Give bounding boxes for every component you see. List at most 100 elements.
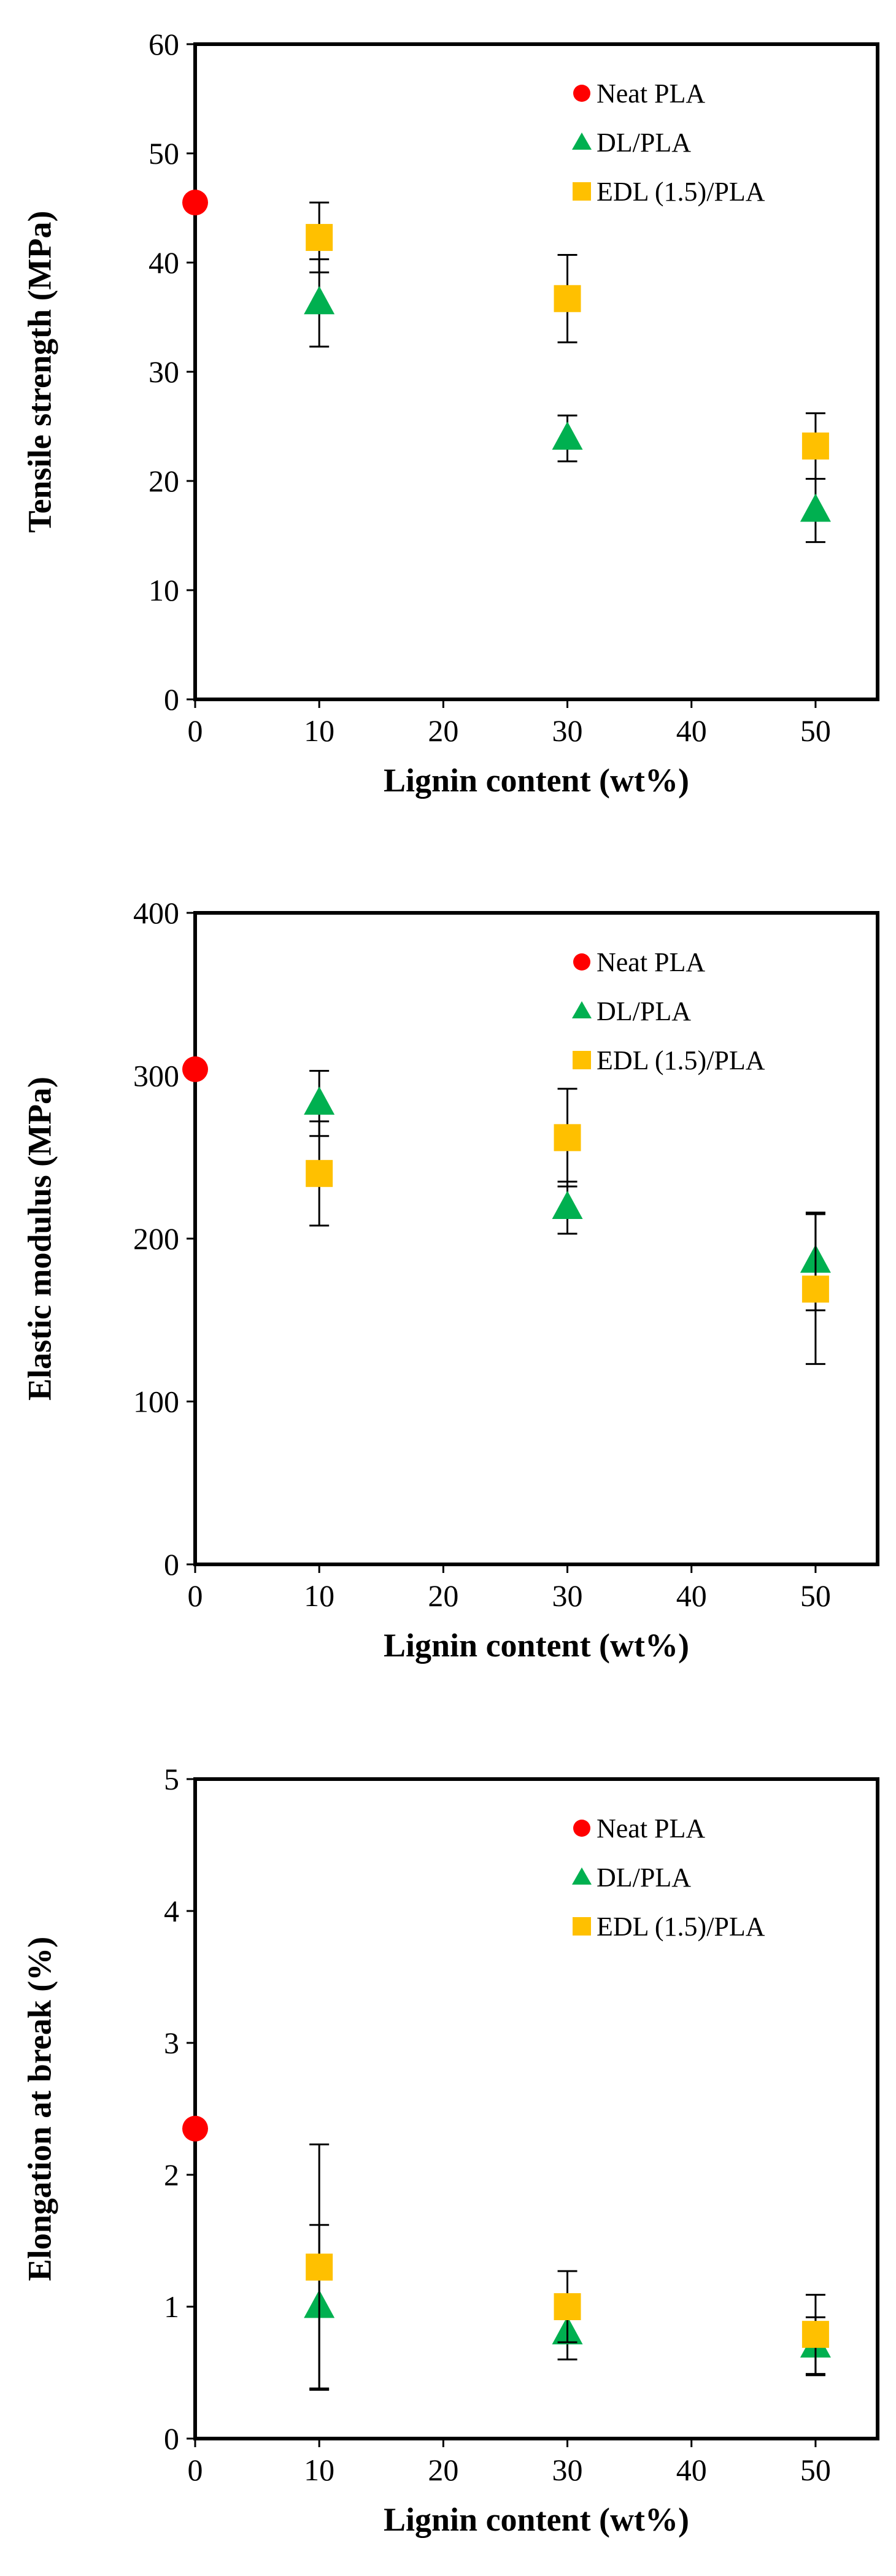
x-tick-label: 50 (800, 713, 831, 748)
plot-frame (193, 42, 879, 701)
data-point (304, 1086, 335, 1115)
legend-label: DL/PLA (597, 1863, 691, 1893)
legend-item: Neat PLA (573, 947, 705, 977)
y-axis: 0 100 200 300 400 (133, 896, 195, 1582)
x-tick-label: 20 (428, 713, 458, 748)
x-axis: 0 10 20 30 40 50 (188, 2439, 831, 2487)
legend-marker (572, 1001, 592, 1018)
data-point (552, 421, 583, 450)
legend-marker (573, 953, 590, 971)
y-tick-label: 0 (164, 682, 179, 717)
plot-frame (193, 1777, 879, 2440)
data-point (306, 1159, 333, 1187)
x-axis: 0 10 20 30 40 50 (188, 1564, 831, 1613)
series-neat-pla (182, 190, 208, 216)
x-tick-label: 0 (188, 713, 203, 748)
y-tick-label: 1 (164, 2290, 179, 2324)
data-point (801, 2321, 829, 2348)
legend-item: EDL (1.5)/PLA (573, 177, 765, 207)
chart-1: 0 10 20 30 40 50 60 0 10 20 30 40 50 Lignin content (… (21, 27, 879, 799)
legend-label: Neat PLA (597, 79, 705, 109)
y-tick-label: 10 (149, 573, 179, 607)
legend-marker (573, 85, 590, 102)
legend: Neat PLA DL/PLA EDL (1.5)/PLA (572, 79, 765, 207)
legend-label: Neat PLA (597, 1813, 705, 1844)
legend-label: EDL (1.5)/PLA (597, 177, 765, 207)
y-axis-title: Elongation at break (%) (21, 1937, 58, 2282)
y-tick-label: 100 (133, 1385, 179, 1419)
data-point (304, 286, 335, 315)
series-neat-pla (182, 1056, 208, 1082)
legend-label: EDL (1.5)/PLA (597, 1045, 765, 1075)
data-point (182, 2115, 208, 2142)
legend-marker (572, 1867, 592, 1885)
legend-item: DL/PLA (572, 996, 691, 1026)
data-point (182, 1056, 208, 1082)
data-point (554, 285, 581, 312)
y-tick-label: 30 (149, 355, 179, 389)
legend-marker (572, 133, 592, 150)
x-tick-label: 50 (800, 2453, 831, 2487)
x-axis-title: Lignin content (wt%) (384, 1627, 689, 1664)
legend-marker (573, 1917, 591, 1936)
x-axis-title: Lignin content (wt%) (384, 2501, 689, 2538)
y-tick-label: 0 (164, 1547, 179, 1582)
x-tick-label: 10 (304, 713, 334, 748)
data-point (801, 1275, 829, 1303)
x-tick-label: 10 (304, 1578, 334, 1613)
data-point (801, 433, 829, 460)
x-tick-label: 20 (428, 2453, 458, 2487)
data-point (182, 190, 208, 216)
legend-marker (573, 1820, 590, 1837)
y-tick-label: 40 (149, 245, 179, 280)
legend-marker (573, 182, 591, 201)
x-tick-label: 0 (188, 1578, 203, 1613)
y-tick-label: 0 (164, 2421, 179, 2456)
y-axis: 0 1 2 3 4 5 (164, 1762, 195, 2456)
legend-label: DL/PLA (597, 128, 691, 158)
series-edl-1-5-pla (306, 201, 829, 480)
x-tick-label: 30 (552, 2453, 583, 2487)
y-axis-title: Tensile strength (MPa) (21, 211, 58, 533)
x-tick-label: 30 (552, 1578, 583, 1613)
y-tick-label: 200 (133, 1221, 179, 1256)
legend-item: DL/PLA (572, 128, 691, 158)
y-axis: 0 10 20 30 40 50 60 (149, 27, 195, 717)
legend-item: EDL (1.5)/PLA (573, 1912, 765, 1942)
legend-marker (573, 1051, 591, 1069)
x-tick-label: 40 (676, 1578, 707, 1613)
series-edl-1-5-pla (306, 2143, 829, 2391)
legend-label: EDL (1.5)/PLA (597, 1912, 765, 1942)
y-tick-label: 20 (149, 464, 179, 498)
y-tick-label: 3 (164, 2026, 179, 2060)
data-point (306, 2253, 333, 2281)
legend-item: DL/PLA (572, 1863, 691, 1893)
legend-label: DL/PLA (597, 996, 691, 1026)
y-tick-label: 400 (133, 896, 179, 930)
x-tick-label: 0 (188, 2453, 203, 2487)
legend-item: Neat PLA (573, 1813, 705, 1844)
y-tick-label: 300 (133, 1059, 179, 1093)
x-tick-label: 40 (676, 713, 707, 748)
y-tick-label: 4 (164, 1894, 179, 1928)
x-axis: 0 10 20 30 40 50 (188, 699, 831, 748)
x-axis-title: Lignin content (wt%) (384, 762, 689, 799)
chart-2: 0 100 200 300 400 0 10 20 30 40 50 Lignin content (… (21, 896, 879, 1664)
data-point (552, 1190, 583, 1219)
legend-label: Neat PLA (597, 947, 705, 977)
y-axis-title: Elastic modulus (MPa) (21, 1077, 58, 1401)
data-point (800, 493, 831, 522)
y-tick-label: 50 (149, 136, 179, 171)
y-tick-label: 60 (149, 27, 179, 61)
y-tick-label: 5 (164, 1762, 179, 1796)
y-tick-label: 2 (164, 2158, 179, 2192)
data-point (554, 1124, 581, 1152)
legend: Neat PLA DL/PLA EDL (1.5)/PLA (572, 947, 765, 1075)
x-tick-label: 30 (552, 713, 583, 748)
data-point (306, 224, 333, 252)
legend: Neat PLA DL/PLA EDL (1.5)/PLA (572, 1813, 765, 1942)
x-tick-label: 40 (676, 2453, 707, 2487)
x-tick-label: 20 (428, 1578, 458, 1613)
legend-item: EDL (1.5)/PLA (573, 1045, 765, 1075)
